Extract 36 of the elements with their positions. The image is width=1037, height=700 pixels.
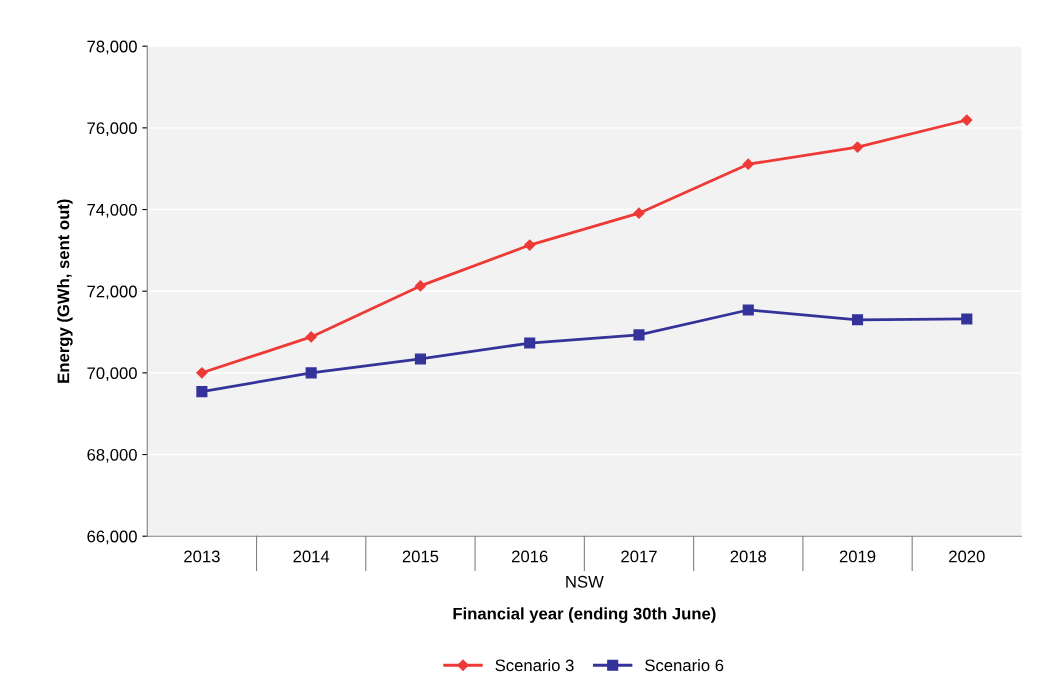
point	[961, 313, 973, 325]
y-tick-label: 76,000	[87, 122, 137, 137]
y-tick-label: 68,000	[87, 448, 137, 463]
text: NSW	[566, 575, 604, 588]
point	[196, 367, 208, 379]
x-tick-label: 2020	[949, 550, 985, 563]
x-tick-label: 2016	[512, 550, 548, 563]
x-tick-label: 2017	[621, 550, 657, 563]
point	[851, 141, 864, 153]
x-axis-title: Financial year (ending 30th June)	[453, 607, 716, 623]
point	[742, 158, 754, 170]
point	[851, 314, 864, 326]
point	[961, 114, 973, 126]
point	[196, 386, 208, 398]
y-tick-label: 66,000	[87, 530, 137, 545]
x-tick-label: 2015	[402, 550, 439, 563]
point	[414, 353, 426, 365]
x-tick-label: 2018	[730, 550, 767, 563]
point	[414, 280, 427, 292]
y-tick-label: 78,000	[87, 40, 137, 55]
point	[524, 239, 536, 251]
y-tick-label: 70,000	[87, 367, 137, 382]
y-tick-label: 72,000	[87, 285, 137, 300]
legend-label: Scenario 6	[645, 659, 724, 672]
x-tick-label: 2013	[184, 550, 220, 563]
point	[633, 329, 645, 341]
point	[305, 367, 317, 379]
point	[742, 304, 754, 316]
x-tick-label: 2019	[839, 550, 876, 563]
point	[633, 207, 645, 219]
point	[305, 331, 317, 343]
legend-label: Scenario 3	[495, 659, 574, 672]
point	[524, 337, 536, 349]
y-axis-title: Energy (GWh, sent out)	[57, 199, 73, 383]
y-tick-label: 74,000	[87, 203, 137, 218]
x-tick-label: 2014	[293, 550, 330, 563]
